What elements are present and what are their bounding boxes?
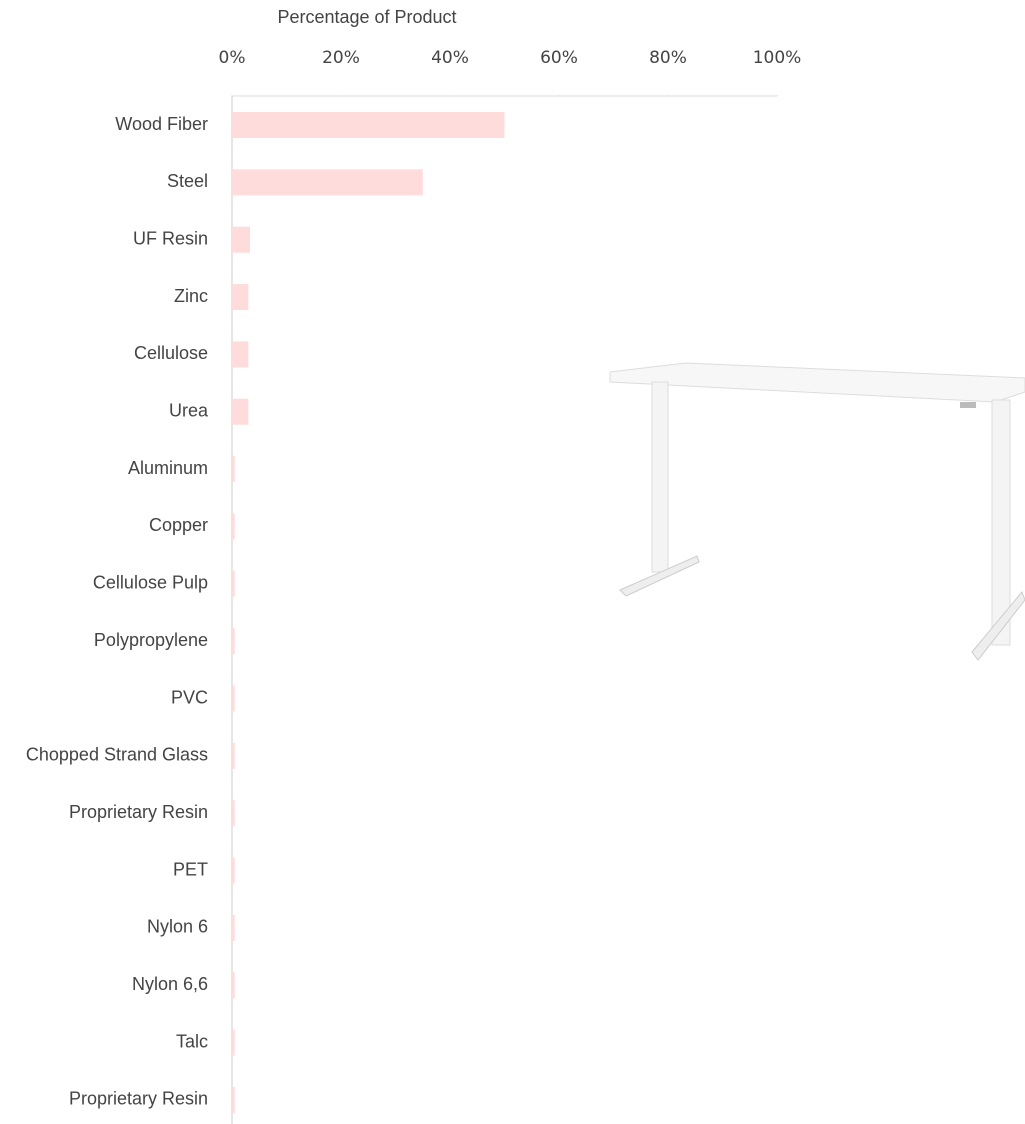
bar	[232, 914, 235, 941]
bar	[232, 456, 235, 483]
y-tick-label: PET	[173, 859, 208, 879]
y-tick-label: Cellulose	[134, 343, 208, 363]
y-tick-label: PVC	[171, 687, 208, 707]
bar	[232, 857, 235, 884]
bar	[232, 226, 250, 253]
x-tick-label: 60%	[540, 48, 578, 68]
bar	[232, 112, 505, 138]
y-tick-label: Cellulose Pulp	[93, 573, 208, 593]
bar	[232, 1029, 235, 1056]
bar	[232, 742, 235, 769]
y-tick-label: Nylon 6	[147, 917, 208, 937]
y-tick-label: Aluminum	[128, 458, 208, 478]
bar	[232, 341, 249, 368]
bar	[232, 628, 235, 655]
y-tick-label: Proprietary Resin	[69, 802, 208, 822]
y-tick-label: Talc	[176, 1031, 208, 1051]
y-tick-label: Zinc	[174, 286, 208, 306]
y-tick-label: Proprietary Resin	[69, 1089, 208, 1109]
bar	[232, 284, 249, 311]
bar	[232, 513, 235, 540]
y-tick-label: Chopped Strand Glass	[26, 745, 208, 765]
y-tick-label: Copper	[149, 515, 208, 535]
x-tick-label: 40%	[431, 48, 469, 68]
bar	[232, 398, 249, 425]
bar	[232, 972, 235, 999]
desk-image	[609, 362, 1025, 661]
bar	[232, 169, 423, 196]
y-tick-label: Wood Fiber	[115, 114, 208, 134]
bar	[232, 1086, 235, 1113]
y-tick-label: Steel	[167, 171, 208, 191]
bar	[232, 685, 235, 712]
bar	[232, 570, 235, 597]
axis-title: Percentage of Product	[277, 7, 456, 27]
x-tick-label: 20%	[322, 48, 360, 68]
x-tick-label: 100%	[753, 48, 802, 68]
y-tick-label: Urea	[169, 401, 209, 421]
y-tick-label: Polypropylene	[94, 630, 208, 650]
x-tick-label: 80%	[649, 48, 687, 68]
bar	[232, 800, 235, 827]
x-tick-label: 0%	[219, 48, 246, 68]
y-tick-label: Nylon 6,6	[132, 974, 208, 994]
y-tick-label: UF Resin	[133, 228, 208, 248]
